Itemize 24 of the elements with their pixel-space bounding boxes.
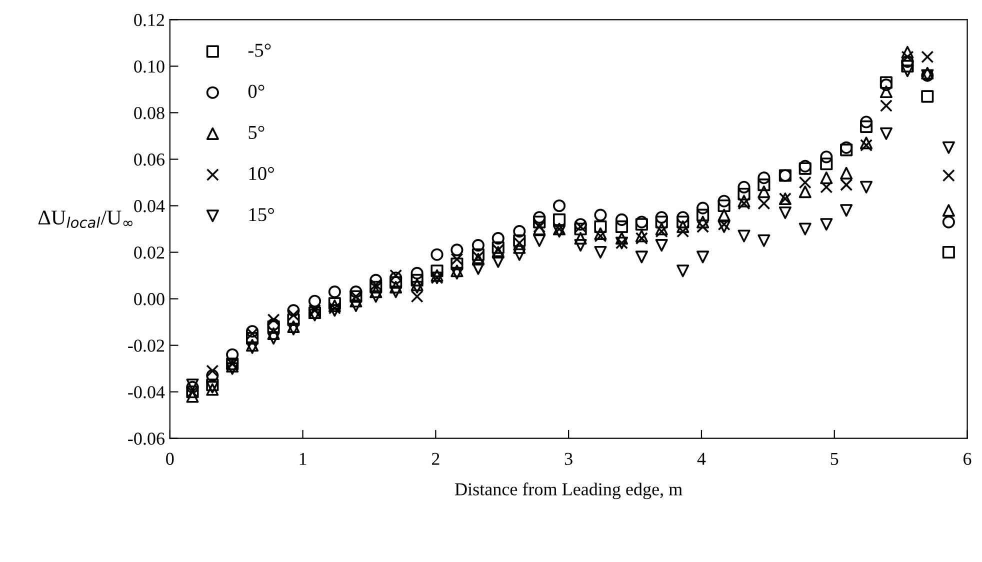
y-tick-label: -0.06: [128, 432, 164, 445]
y-tick-label: 0.06: [134, 153, 164, 166]
y-tick-label: 0.12: [134, 14, 164, 26]
x-tick-label: 2: [432, 452, 440, 465]
x-tick-label: 3: [564, 452, 572, 465]
legend-label: 15°: [249, 208, 274, 222]
y-tick-label: 0.02: [134, 246, 164, 259]
legend-label: 5°: [248, 126, 264, 139]
x-tick-label: 1: [300, 452, 306, 465]
y-axis-title: ΔU$_{local}$/U$_{∞}$: [38, 210, 132, 228]
y-tick-label: -0.04: [128, 386, 165, 398]
x-tick-label: 4: [697, 452, 706, 465]
y-tick-label: 0.00: [134, 293, 164, 306]
y-tick-label: 0.08: [134, 106, 164, 120]
y-tick-label: 0.10: [134, 60, 164, 73]
legend-label: -5°: [248, 44, 271, 57]
legend-label: 0°: [248, 84, 264, 98]
x-tick-label: 0: [166, 452, 174, 465]
x-axis-title: Distance from Leading edge, m: [455, 482, 682, 500]
legend-label: 10°: [249, 166, 274, 180]
x-tick-label: 5: [830, 452, 838, 465]
y-tick-label: 0.04: [134, 200, 165, 212]
y-tick-label: -0.02: [128, 340, 164, 352]
x-tick-label: 6: [964, 452, 972, 465]
